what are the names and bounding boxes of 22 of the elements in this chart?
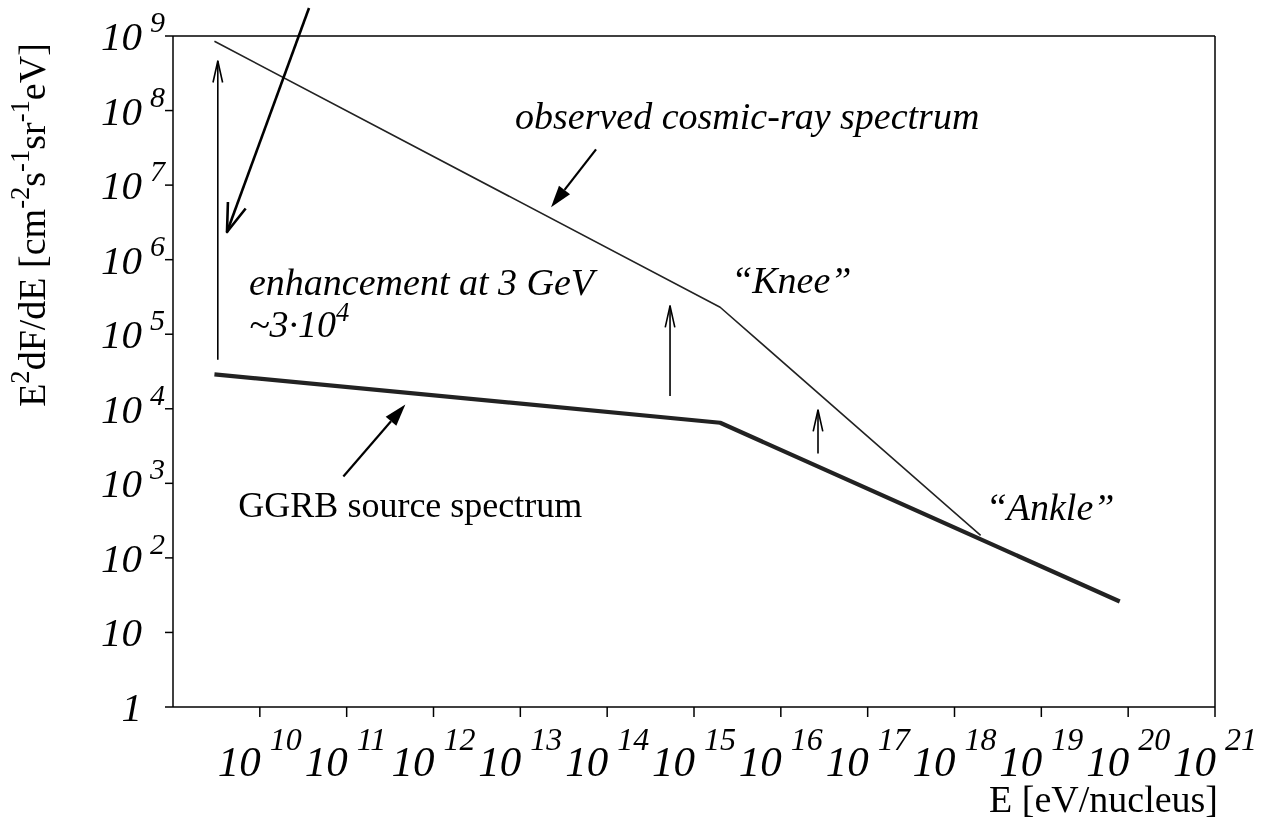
x-tick-label: 10$^{13}$ (478, 721, 563, 785)
y-tick-label: 10$^{8}$ (101, 79, 165, 134)
series-label: observed cosmic-ray spectrum (515, 95, 980, 138)
y-tick-label: 10$^{5}$ (101, 303, 165, 358)
y-tick-label: 10 (101, 609, 142, 656)
x-tick-label: 10$^{17}$ (825, 721, 912, 785)
y-tick-label: 10$^{4}$ (101, 377, 165, 432)
y-tick-label: 10$^{2}$ (101, 526, 165, 581)
x-tick-label: 10$^{12}$ (391, 721, 476, 785)
annotation: “Ankle” (985, 486, 1115, 529)
x-tick-label: 10$^{15}$ (652, 721, 736, 785)
x-tick-label: 10$^{14}$ (565, 721, 650, 785)
x-tick-label: 10$^{11}$ (304, 721, 387, 785)
text: GGRB source spectrum (238, 484, 583, 525)
y-tick-label: 10$^{9}$ (101, 5, 165, 59)
y-tick-label: 10$^{3}$ (101, 452, 165, 507)
annotation: “Knee” (731, 259, 852, 302)
x-tick-label: 10$^{16}$ (738, 721, 823, 785)
y-tick-label: 10$^{6}$ (101, 228, 165, 283)
x-tick-label: 10$^{10}$ (217, 721, 302, 785)
y-tick-label: 1 (121, 684, 142, 730)
y-tick-label: 10$^{7}$ (101, 154, 167, 209)
